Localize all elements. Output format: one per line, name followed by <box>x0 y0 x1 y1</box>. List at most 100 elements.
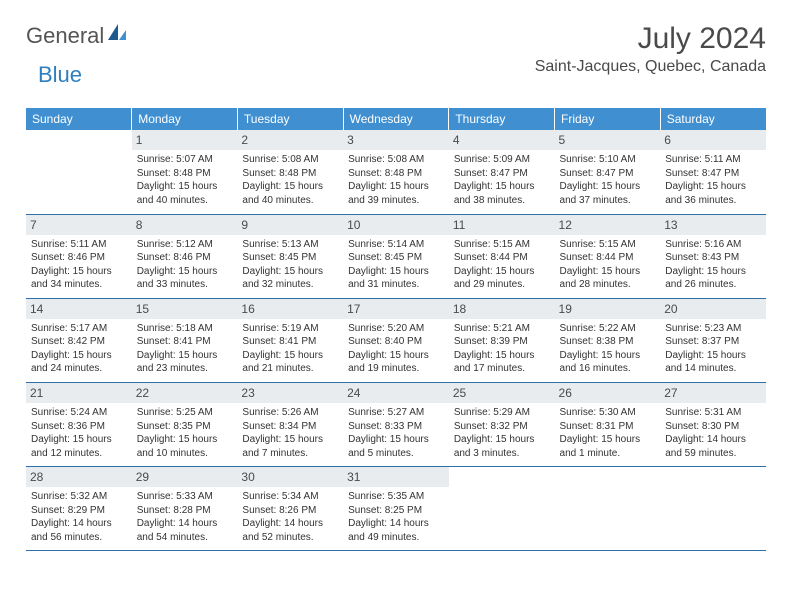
day-number: 4 <box>449 130 555 150</box>
sunrise-text: Sunrise: 5:31 AM <box>665 406 761 420</box>
daylight-text: Daylight: 14 hours and 54 minutes. <box>137 517 233 544</box>
daylight-text: Daylight: 15 hours and 21 minutes. <box>242 349 338 376</box>
sunset-text: Sunset: 8:25 PM <box>348 504 444 518</box>
calendar-day-cell: 20Sunrise: 5:23 AMSunset: 8:37 PMDayligh… <box>660 298 766 382</box>
daylight-text: Daylight: 15 hours and 38 minutes. <box>454 180 550 207</box>
calendar-day-cell: 19 Sunrise: 5:22 AMSunset: 8:38 PMDayligh… <box>555 298 661 382</box>
day-details: Sunrise: 5:08 AMSunset: 8:48 PMDaylight:… <box>242 153 338 207</box>
calendar-week-row: 1Sunrise: 5:07 AMSunset: 8:48 PMDaylight… <box>26 130 766 214</box>
sunrise-text: Sunrise: 5:08 AM <box>348 153 444 167</box>
sunset-text: Sunset: 8:45 PM <box>242 251 338 265</box>
daylight-text: Daylight: 15 hours and 37 minutes. <box>560 180 656 207</box>
calendar-day-cell: 31Sunrise: 5:35 AMSunset: 8:25 PMDayligh… <box>343 467 449 551</box>
day-details: Sunrise: 5:18 AMSunset: 8:41 PMDaylight:… <box>137 322 233 376</box>
day-details: Sunrise: 5:13 AMSunset: 8:45 PMDaylight:… <box>242 238 338 292</box>
day-details: Sunrise: 5:15 AMSunset: 8:44 PMDaylight:… <box>454 238 550 292</box>
daylight-text: Daylight: 15 hours and 36 minutes. <box>665 180 761 207</box>
day-details: Sunrise: 5:33 AMSunset: 8:28 PMDaylight:… <box>137 490 233 544</box>
calendar-day-cell: 21Sunrise: 5:24 AMSunset: 8:36 PMDayligh… <box>26 382 132 466</box>
sunrise-text: Sunrise: 5:35 AM <box>348 490 444 504</box>
calendar-day-cell: 15 Sunrise: 5:18 AMSunset: 8:41 PMDayligh… <box>132 298 238 382</box>
day-number: 22 <box>132 383 238 403</box>
calendar-day-cell: 27Sunrise: 5:31 AMSunset: 8:30 PMDayligh… <box>660 382 766 466</box>
weekday-monday: Monday <box>132 108 238 130</box>
sunset-text: Sunset: 8:39 PM <box>454 335 550 349</box>
calendar-day-cell <box>555 467 661 551</box>
sunset-text: Sunset: 8:38 PM <box>560 335 656 349</box>
weekday-header-row: Sunday Monday Tuesday Wednesday Thursday… <box>26 108 766 130</box>
logo-blue-text: Blue <box>38 62 82 87</box>
sunrise-text: Sunrise: 5:09 AM <box>454 153 550 167</box>
day-number: 28 <box>26 467 132 487</box>
daylight-text: Daylight: 15 hours and 26 minutes. <box>665 265 761 292</box>
sunrise-text: Sunrise: 5:12 AM <box>137 238 233 252</box>
sunset-text: Sunset: 8:31 PM <box>560 420 656 434</box>
sunrise-text: Sunrise: 5:32 AM <box>31 490 127 504</box>
calendar-day-cell <box>449 467 555 551</box>
calendar-table: Sunday Monday Tuesday Wednesday Thursday… <box>26 108 766 551</box>
sunset-text: Sunset: 8:43 PM <box>665 251 761 265</box>
calendar-day-cell: 23Sunrise: 5:26 AMSunset: 8:34 PMDayligh… <box>237 382 343 466</box>
sunset-text: Sunset: 8:26 PM <box>242 504 338 518</box>
sunrise-text: Sunrise: 5:30 AM <box>560 406 656 420</box>
day-number: 30 <box>237 467 343 487</box>
day-details: Sunrise: 5:31 AMSunset: 8:30 PMDaylight:… <box>665 406 761 460</box>
sunset-text: Sunset: 8:46 PM <box>31 251 127 265</box>
logo-general-text: General <box>26 23 104 49</box>
day-details: Sunrise: 5:09 AMSunset: 8:47 PMDaylight:… <box>454 153 550 207</box>
day-number: 19 <box>555 299 661 319</box>
day-number: 14 <box>26 299 132 319</box>
day-details: Sunrise: 5:26 AMSunset: 8:34 PMDaylight:… <box>242 406 338 460</box>
day-number: 13 <box>660 215 766 235</box>
calendar-week-row: 21Sunrise: 5:24 AMSunset: 8:36 PMDayligh… <box>26 382 766 466</box>
sunset-text: Sunset: 8:28 PM <box>137 504 233 518</box>
calendar-day-cell: 22Sunrise: 5:25 AMSunset: 8:35 PMDayligh… <box>132 382 238 466</box>
day-number: 9 <box>237 215 343 235</box>
daylight-text: Daylight: 15 hours and 16 minutes. <box>560 349 656 376</box>
sunrise-text: Sunrise: 5:13 AM <box>242 238 338 252</box>
calendar-day-cell: 13 Sunrise: 5:16 AMSunset: 8:43 PMDayligh… <box>660 214 766 298</box>
calendar-day-cell: 4 Sunrise: 5:09 AMSunset: 8:47 PMDaylight… <box>449 130 555 214</box>
sunrise-text: Sunrise: 5:25 AM <box>137 406 233 420</box>
calendar-day-cell <box>26 130 132 214</box>
logo-sail-icon <box>106 22 128 49</box>
calendar-day-cell: 14Sunrise: 5:17 AMSunset: 8:42 PMDayligh… <box>26 298 132 382</box>
sunset-text: Sunset: 8:46 PM <box>137 251 233 265</box>
day-details: Sunrise: 5:32 AMSunset: 8:29 PMDaylight:… <box>31 490 127 544</box>
day-number: 15 <box>132 299 238 319</box>
sunset-text: Sunset: 8:45 PM <box>348 251 444 265</box>
day-details: Sunrise: 5:29 AMSunset: 8:32 PMDaylight:… <box>454 406 550 460</box>
sunrise-text: Sunrise: 5:27 AM <box>348 406 444 420</box>
sunrise-text: Sunrise: 5:23 AM <box>665 322 761 336</box>
weekday-thursday: Thursday <box>449 108 555 130</box>
calendar-day-cell: 17Sunrise: 5:20 AMSunset: 8:40 PMDayligh… <box>343 298 449 382</box>
sunset-text: Sunset: 8:33 PM <box>348 420 444 434</box>
sunset-text: Sunset: 8:44 PM <box>560 251 656 265</box>
sunrise-text: Sunrise: 5:33 AM <box>137 490 233 504</box>
calendar-day-cell: 29Sunrise: 5:33 AMSunset: 8:28 PMDayligh… <box>132 467 238 551</box>
daylight-text: Daylight: 15 hours and 7 minutes. <box>242 433 338 460</box>
calendar-day-cell: 16Sunrise: 5:19 AMSunset: 8:41 PMDayligh… <box>237 298 343 382</box>
daylight-text: Daylight: 15 hours and 23 minutes. <box>137 349 233 376</box>
day-details: Sunrise: 5:12 AMSunset: 8:46 PMDaylight:… <box>137 238 233 292</box>
sunrise-text: Sunrise: 5:22 AM <box>560 322 656 336</box>
calendar-day-cell: 1Sunrise: 5:07 AMSunset: 8:48 PMDaylight… <box>132 130 238 214</box>
sunset-text: Sunset: 8:47 PM <box>665 167 761 181</box>
sunset-text: Sunset: 8:37 PM <box>665 335 761 349</box>
day-number: 8 <box>132 215 238 235</box>
day-number: 11 <box>449 215 555 235</box>
day-details: Sunrise: 5:24 AMSunset: 8:36 PMDaylight:… <box>31 406 127 460</box>
day-number: 24 <box>343 383 449 403</box>
sunrise-text: Sunrise: 5:18 AM <box>137 322 233 336</box>
calendar-day-cell: 2 Sunrise: 5:08 AMSunset: 8:48 PMDaylight… <box>237 130 343 214</box>
calendar-day-cell: 10Sunrise: 5:14 AMSunset: 8:45 PMDayligh… <box>343 214 449 298</box>
day-number: 2 <box>237 130 343 150</box>
day-details: Sunrise: 5:16 AMSunset: 8:43 PMDaylight:… <box>665 238 761 292</box>
calendar-day-cell: 7Sunrise: 5:11 AMSunset: 8:46 PMDaylight… <box>26 214 132 298</box>
calendar-day-cell: 11 Sunrise: 5:15 AMSunset: 8:44 PMDayligh… <box>449 214 555 298</box>
sunset-text: Sunset: 8:36 PM <box>31 420 127 434</box>
calendar-week-row: 14Sunrise: 5:17 AMSunset: 8:42 PMDayligh… <box>26 298 766 382</box>
sunrise-text: Sunrise: 5:10 AM <box>560 153 656 167</box>
daylight-text: Daylight: 15 hours and 33 minutes. <box>137 265 233 292</box>
sunrise-text: Sunrise: 5:26 AM <box>242 406 338 420</box>
